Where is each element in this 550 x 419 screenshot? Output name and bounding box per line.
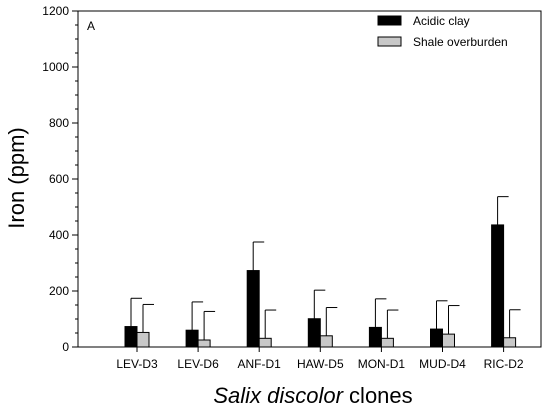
bar-acidic-clay-mud-d4 (430, 328, 443, 348)
bar-acidic-clay-ric-d2 (491, 224, 505, 348)
error-bar-acidic-clay-anf-d1 (252, 241, 265, 271)
bar-shale-overburden-lev-d6 (197, 339, 211, 348)
legend-swatch-shale-overburden (377, 36, 402, 47)
bar-shale-overburden-mon-d1 (380, 337, 394, 348)
legend-label-shale-overburden: Shale overburden (413, 35, 508, 49)
x-tick-label-ric-d2: RIC-D2 (484, 357, 524, 371)
x-axis-title: Salix discolor clones (213, 383, 412, 408)
error-bar-shale-overburden-mon-d1 (386, 309, 399, 339)
error-bar-acidic-clay-ric-d2 (497, 196, 509, 225)
y-tick-label-800: 800 (49, 116, 69, 130)
error-bar-shale-overburden-ric-d2 (509, 309, 521, 338)
bar-shale-overburden-lev-d3 (136, 331, 150, 348)
y-axis-title: Iron (ppm) (4, 127, 29, 228)
y-tick-label-400: 400 (49, 228, 69, 242)
error-bar-acidic-clay-lev-d6 (191, 301, 204, 331)
axes-layer: LEV-D3 LEV-D6 ANF-D1 HAW-D5 MON-D1 MUD-D4 RIC-… (42, 4, 542, 371)
x-tick-label-haw-d5: HAW-D5 (297, 357, 344, 371)
bar-shale-overburden-anf-d1 (258, 337, 272, 348)
bars-layer (124, 224, 517, 348)
y-tick-label-1200: 1200 (42, 4, 69, 18)
x-tick-label-anf-d1: ANF-D1 (238, 357, 282, 371)
bar-shale-overburden-ric-d2 (503, 337, 517, 348)
x-tick-label-mon-d1: MON-D1 (358, 357, 406, 371)
legend: Acidic clay Shale overburden (377, 14, 508, 49)
bar-acidic-clay-lev-d3 (124, 326, 138, 348)
y-tick-label-0: 0 (62, 340, 69, 354)
y-tick-label-1000: 1000 (42, 60, 69, 74)
bar-shale-overburden-mud-d4 (442, 333, 455, 348)
x-tick-label-lev-d3: LEV-D3 (116, 357, 158, 371)
y-tick-label-600: 600 (49, 172, 69, 186)
panel-label: A (87, 19, 95, 33)
y-tick-label-200: 200 (49, 284, 69, 298)
bar-acidic-clay-mon-d1 (368, 326, 382, 348)
error-bar-acidic-clay-lev-d3 (130, 297, 142, 327)
legend-label-acidic-clay: Acidic clay (413, 14, 470, 28)
error-bar-shale-overburden-lev-d6 (203, 310, 216, 340)
bar-shale-overburden-haw-d5 (319, 335, 333, 348)
bar-acidic-clay-lev-d6 (185, 329, 199, 348)
plot-frame (77, 10, 542, 348)
error-bar-shale-overburden-anf-d1 (264, 309, 277, 339)
error-bar-shale-overburden-lev-d3 (142, 303, 154, 333)
x-axis-title-italic: Salix discolor (213, 383, 344, 408)
legend-swatch-acidic-clay (377, 15, 402, 26)
x-tick-label-lev-d6: LEV-D6 (177, 357, 219, 371)
bar-acidic-clay-anf-d1 (246, 270, 260, 348)
x-axis-title-rest: clones (343, 383, 413, 408)
x-tick-label-mud-d4: MUD-D4 (419, 357, 466, 371)
error-bar-shale-overburden-haw-d5 (325, 307, 338, 336)
error-bar-acidic-clay-haw-d5 (313, 289, 326, 319)
error-bar-shale-overburden-mud-d4 (448, 305, 460, 335)
bar-acidic-clay-haw-d5 (307, 318, 321, 348)
error-bar-acidic-clay-mud-d4 (436, 300, 448, 330)
error-bars-layer (130, 196, 521, 340)
error-bar-acidic-clay-mon-d1 (374, 298, 387, 328)
